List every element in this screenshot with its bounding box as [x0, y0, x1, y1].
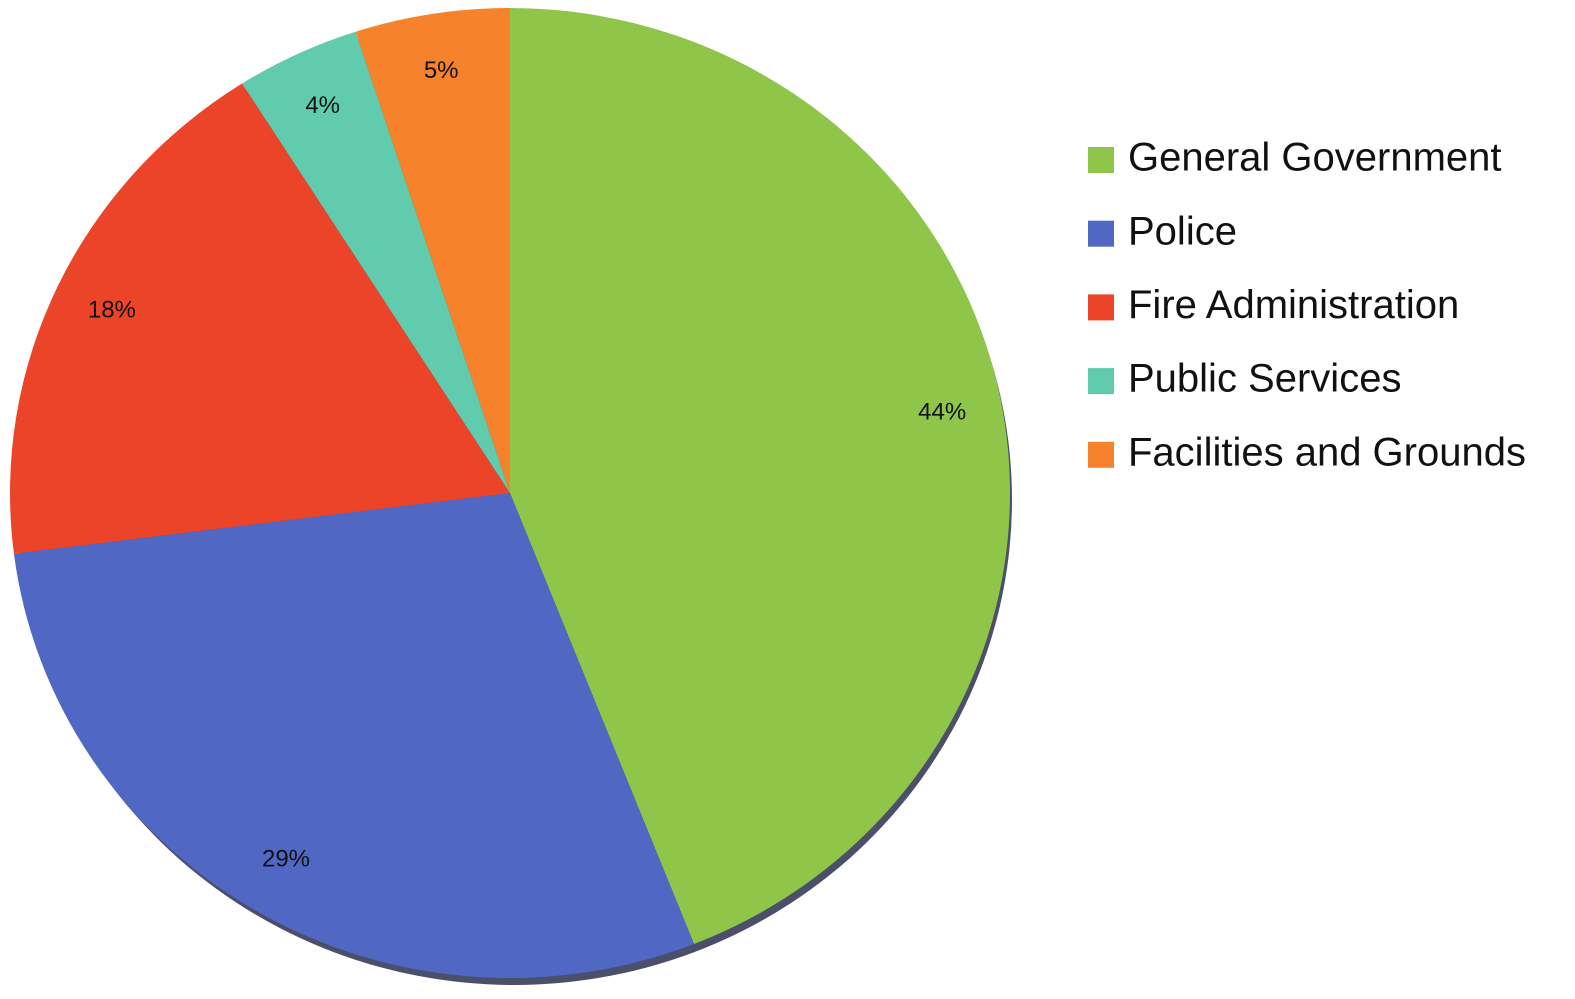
data-label: 29% [262, 846, 310, 873]
pie-slice [355, 8, 510, 493]
pie-slice [9, 83, 510, 554]
data-label: 44% [918, 398, 966, 425]
legend-swatch [1088, 147, 1114, 173]
data-label: 5% [424, 57, 459, 84]
legend-label: Fire Administration [1128, 283, 1459, 327]
legend-label: Facilities and Grounds [1128, 430, 1526, 474]
legend-swatch [1088, 220, 1114, 247]
legend-label: Public Services [1128, 357, 1401, 401]
data-label: 18% [88, 297, 136, 324]
legend-label: Police [1128, 209, 1237, 253]
pie [9, 8, 1011, 978]
pie-slice [510, 8, 1011, 944]
pie-slice [13, 493, 695, 978]
data-label: 4% [305, 92, 340, 119]
pie-slice [242, 31, 510, 494]
legend-swatch [1088, 368, 1114, 395]
data-labels: 44% 29% 18% 4% 5% [88, 57, 966, 873]
legend: General Government Police Fire Administrat… [1088, 136, 1526, 474]
legend-swatch [1088, 294, 1114, 321]
legend-label: General Government [1128, 136, 1502, 180]
legend-swatch [1088, 441, 1114, 468]
